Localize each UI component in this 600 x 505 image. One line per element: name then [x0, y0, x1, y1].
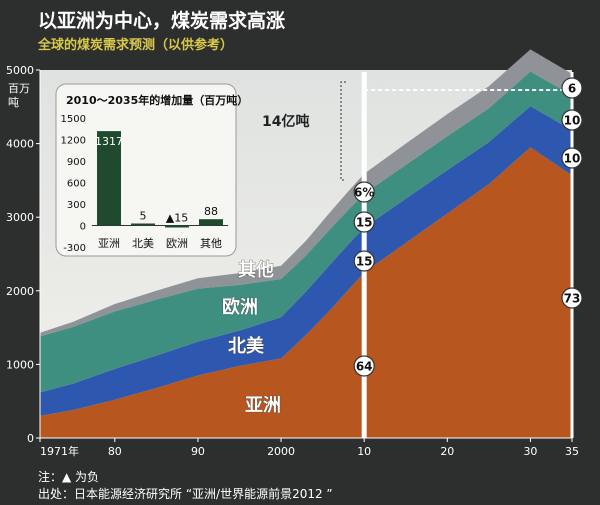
- y-tick-label-4000: 4000: [6, 138, 34, 151]
- x-tick-label-90: 90: [191, 445, 205, 458]
- inset-title: 2010～2035年的增加量（百万吨）: [66, 93, 248, 107]
- x-tick-label-80: 80: [108, 445, 122, 458]
- x-tick-label-2000: 2000: [267, 445, 295, 458]
- inset-category-亚洲: 亚洲: [98, 237, 120, 250]
- inset-y-tick-600: 600: [67, 179, 86, 190]
- unit-label: 百万: [8, 82, 30, 95]
- inset-bar-其他: [199, 219, 223, 226]
- share-2035-0-circle: [561, 77, 583, 99]
- series-label-其他: 其他: [238, 259, 274, 281]
- share-2010-2-circle: [353, 250, 375, 272]
- share-2035-2-label: 10: [564, 152, 581, 166]
- page-subtitle: 全球的煤炭需求预测（以供参考）: [38, 38, 234, 53]
- share-2035-3-label: 73: [564, 292, 581, 306]
- inset-y-tick--300: -300: [63, 243, 86, 254]
- share-2035-3-circle: [561, 287, 583, 309]
- share-2010-3-circle: [353, 355, 375, 377]
- share-2010-0-circle: [353, 181, 375, 203]
- y-tick-label-3000: 3000: [6, 211, 34, 224]
- share-2035-0-label: 6: [568, 82, 576, 96]
- share-2010-0-label: 6%: [354, 186, 374, 200]
- inset-value-label-欧洲: ▲15: [166, 212, 188, 225]
- share-2035-2-circle: [561, 147, 583, 169]
- area-series-欧洲: [40, 71, 572, 393]
- inset-bar-欧洲: [165, 225, 189, 228]
- unit-label-line2: 吨: [8, 96, 19, 109]
- inset-y-tick-1200: 1200: [61, 136, 86, 147]
- inset-y-tick-1500: 1500: [61, 114, 86, 125]
- x-tick-label-30: 30: [523, 445, 537, 458]
- inset-bar-北美: [131, 223, 155, 226]
- share-2035-1-label: 10: [564, 114, 581, 128]
- y-tick-label-1000: 1000: [6, 358, 34, 371]
- page-title: 以亚洲为中心，煤炭需求高涨: [38, 10, 286, 32]
- inset-y-tick-0: 0: [80, 222, 86, 233]
- area-series-亚洲: [40, 147, 572, 438]
- y-tick-label-0: 0: [27, 432, 34, 445]
- x-tick-label-10: 10: [357, 445, 371, 458]
- inset-category-其他: 其他: [200, 237, 222, 250]
- inset-value-label-北美: 5: [140, 210, 147, 223]
- source-note: 出处：日本能源经济研究所 “亚洲/世界能源前景2012 ”: [38, 487, 333, 501]
- share-2010-1-circle: [353, 211, 375, 233]
- series-label-欧洲: 欧洲: [222, 296, 258, 318]
- area-series-其他: [40, 49, 572, 337]
- increase-label: 14亿吨: [262, 113, 309, 130]
- area-series-北美: [40, 106, 572, 416]
- footnote: 注：▲ 为负: [38, 470, 100, 484]
- share-2010-1-label: 15: [356, 216, 373, 230]
- inset-y-tick-900: 900: [67, 157, 86, 168]
- x-tick-label-35: 35: [565, 445, 579, 458]
- x-tick-label-1971年: 1971年: [40, 444, 79, 458]
- share-2010-3-label: 64: [356, 360, 373, 374]
- inset-y-tick-300: 300: [67, 200, 86, 211]
- inset-value-label-其他: 88: [204, 205, 218, 218]
- share-2035-1-circle: [561, 109, 583, 131]
- inset-category-北美: 北美: [132, 237, 154, 250]
- inset-bar-亚洲: [97, 131, 121, 226]
- series-label-亚洲: 亚洲: [245, 395, 281, 416]
- increase-bracket: [340, 81, 346, 181]
- series-label-北美: 北美: [228, 335, 264, 357]
- x-tick-label-20: 20: [440, 445, 454, 458]
- share-2010-2-label: 15: [356, 255, 373, 269]
- y-tick-label-2000: 2000: [6, 285, 34, 298]
- inset-category-欧洲: 欧洲: [166, 237, 188, 250]
- y-tick-label-5000: 5000: [6, 64, 34, 77]
- inset-value-label-亚洲: 1317: [95, 135, 123, 148]
